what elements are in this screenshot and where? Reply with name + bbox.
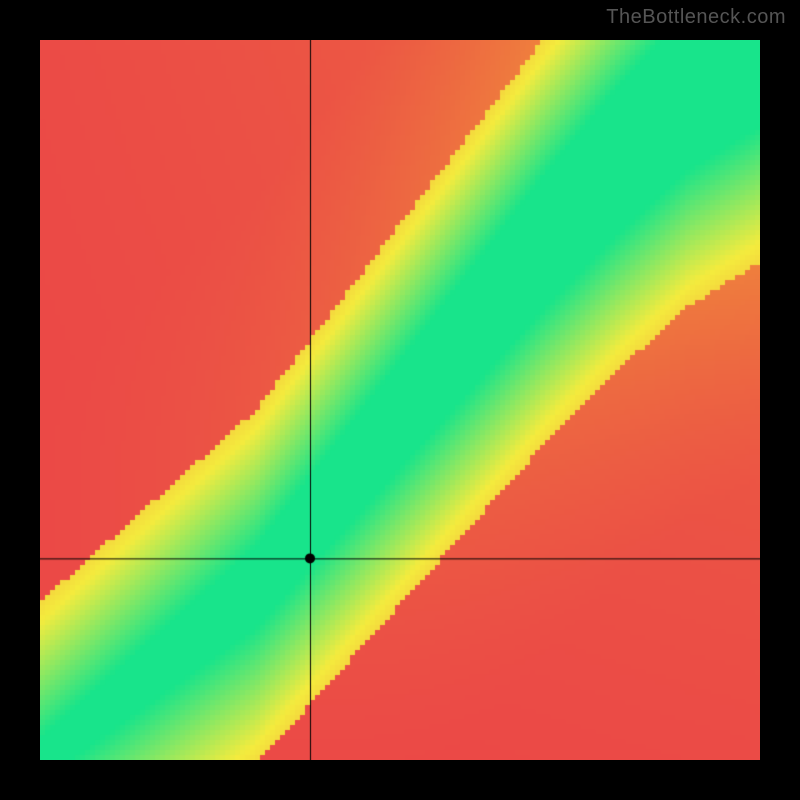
chart-container: TheBottleneck.com bbox=[0, 0, 800, 800]
heatmap-canvas bbox=[40, 40, 760, 760]
watermark-text: TheBottleneck.com bbox=[606, 6, 786, 29]
heatmap-plot-area bbox=[40, 40, 760, 760]
